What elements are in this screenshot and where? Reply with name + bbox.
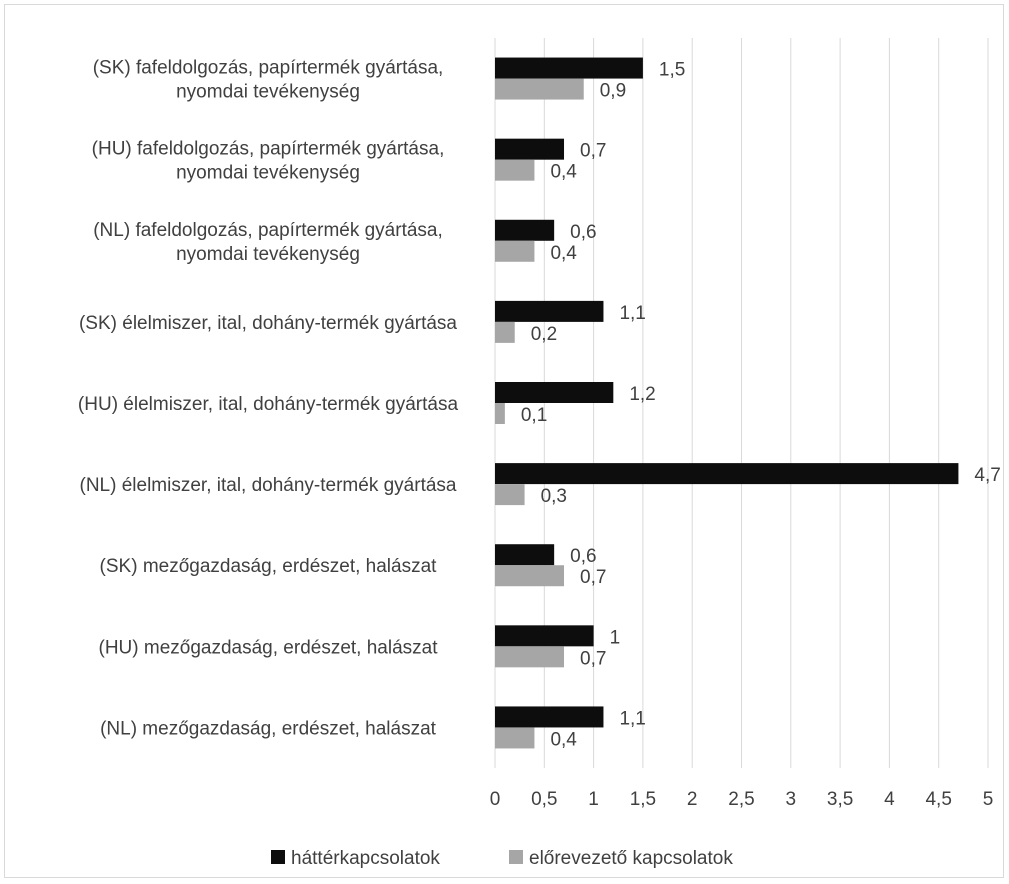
data-label-elorevezeto-kapcsolatok: 0,4 [550, 729, 577, 750]
bar-elorevezeto-kapcsolatok [495, 159, 535, 181]
category-label: (HU) mezőgazdaság, erdészet, halászat [99, 637, 439, 658]
data-label-hatterkapcsolatok: 1,1 [619, 303, 645, 324]
data-label-hatterkapcsolatok: 4,7 [974, 465, 1000, 486]
category-label: (SK) fafeldolgozás, papírtermék gyártása… [93, 58, 444, 79]
bars [495, 57, 959, 749]
bar-hatterkapcsolatok [495, 300, 604, 322]
x-tick-label: 3 [786, 789, 797, 810]
bar-chart: 1,50,90,70,40,60,41,10,21,20,14,70,30,60… [78, 38, 1001, 869]
bar-hatterkapcsolatok [495, 706, 604, 728]
data-label-hatterkapcsolatok: 1,5 [659, 60, 685, 81]
bar-hatterkapcsolatok [495, 625, 594, 647]
bar-hatterkapcsolatok [495, 219, 555, 241]
data-label-elorevezeto-kapcsolatok: 0,3 [541, 486, 567, 507]
category-label: (NL) élelmiszer, ital, dohány-termék gyá… [80, 475, 457, 496]
bar-elorevezeto-kapcsolatok [495, 403, 505, 424]
data-label-hatterkapcsolatok: 0,6 [570, 546, 596, 567]
bar-hatterkapcsolatok [495, 463, 959, 485]
chart-area: 1,5 0,9 0,7 0,4 0,6 0,4 1,1 0,2 1,2 0,1 4,7 0,3 0,6 0… [4, 4, 1004, 878]
category-label: nyomdai tevékenység [176, 244, 360, 265]
data-label-elorevezeto-kapcsolatok: 0,7 [580, 648, 606, 669]
data-label-hatterkapcsolatok: 1 [610, 627, 621, 648]
bar-elorevezeto-kapcsolatok [495, 646, 565, 668]
legend: háttérkapcsolatok előrevezető kapcsolato… [271, 848, 733, 869]
x-tick-label: 1,5 [630, 789, 656, 810]
x-tick-label: 1 [588, 789, 599, 810]
x-axis-tick-labels: 0 0,5 1 1,5 2 2,5 3 3,5 4 4,5 5 [490, 789, 994, 810]
x-tick-label: 4 [884, 789, 895, 810]
data-label-elorevezeto-kapcsolatok: 0,4 [550, 243, 577, 264]
x-tick-label: 0,5 [531, 789, 557, 810]
category-labels: (SK) fafeldolgozás, papírtermék gyártása… [78, 58, 459, 740]
x-tick-label: 2 [687, 789, 698, 810]
category-label: (NL) fafeldolgozás, papírtermék gyártása… [93, 220, 443, 241]
bar-elorevezeto-kapcsolatok [495, 727, 535, 749]
legend-label-hatterkapcsolatok: háttérkapcsolatok [291, 848, 440, 869]
x-tick-label: 5 [983, 789, 994, 810]
data-label-elorevezeto-kapcsolatok: 0,2 [531, 324, 557, 345]
legend-label-elorevezeto-kapcsolatok: előrevezető kapcsolatok [529, 848, 733, 869]
category-label: nyomdai tevékenység [176, 163, 360, 184]
category-label: (NL) mezőgazdaság, erdészet, halászat [100, 718, 437, 739]
x-tick-label: 0 [490, 789, 501, 810]
bar-hatterkapcsolatok [495, 138, 565, 160]
x-tick-label: 3,5 [827, 789, 853, 810]
data-label-elorevezeto-kapcsolatok: 0,7 [580, 567, 606, 588]
legend-swatch-hatterkapcsolatok [271, 850, 285, 864]
bar-hatterkapcsolatok [495, 544, 555, 566]
x-tick-label: 4,5 [925, 789, 951, 810]
data-label-hatterkapcsolatok: 1,2 [629, 384, 655, 405]
bar-elorevezeto-kapcsolatok [495, 484, 525, 506]
bar-hatterkapcsolatok [495, 382, 614, 403]
category-label: (HU) élelmiszer, ital, dohány-termék gyá… [78, 394, 459, 415]
category-label: (HU) fafeldolgozás, papírtermék gyártása… [92, 139, 445, 160]
category-label: (SK) élelmiszer, ital, dohány-termék gyá… [79, 313, 457, 334]
bar-elorevezeto-kapcsolatok [495, 321, 515, 343]
category-label: (SK) mezőgazdaság, erdészet, halászat [100, 556, 438, 577]
x-tick-label: 2,5 [728, 789, 754, 810]
data-label-hatterkapcsolatok: 0,7 [580, 141, 606, 162]
data-label-elorevezeto-kapcsolatok: 0,1 [521, 405, 547, 426]
legend-swatch-elorevezeto-kapcsolatok [509, 850, 523, 864]
bar-elorevezeto-kapcsolatok [495, 240, 535, 262]
data-label-hatterkapcsolatok: 0,6 [570, 222, 596, 243]
bar-hatterkapcsolatok [495, 57, 643, 79]
data-label-elorevezeto-kapcsolatok: 0,4 [550, 162, 577, 183]
category-label: nyomdai tevékenység [176, 82, 360, 103]
data-label-elorevezeto-kapcsolatok: 0,9 [600, 81, 626, 102]
bar-elorevezeto-kapcsolatok [495, 565, 565, 587]
bar-elorevezeto-kapcsolatok [495, 78, 584, 100]
data-labels: 1,50,90,70,40,60,41,10,21,20,14,70,30,60… [521, 60, 1001, 751]
data-label-hatterkapcsolatok: 1,1 [619, 708, 645, 729]
